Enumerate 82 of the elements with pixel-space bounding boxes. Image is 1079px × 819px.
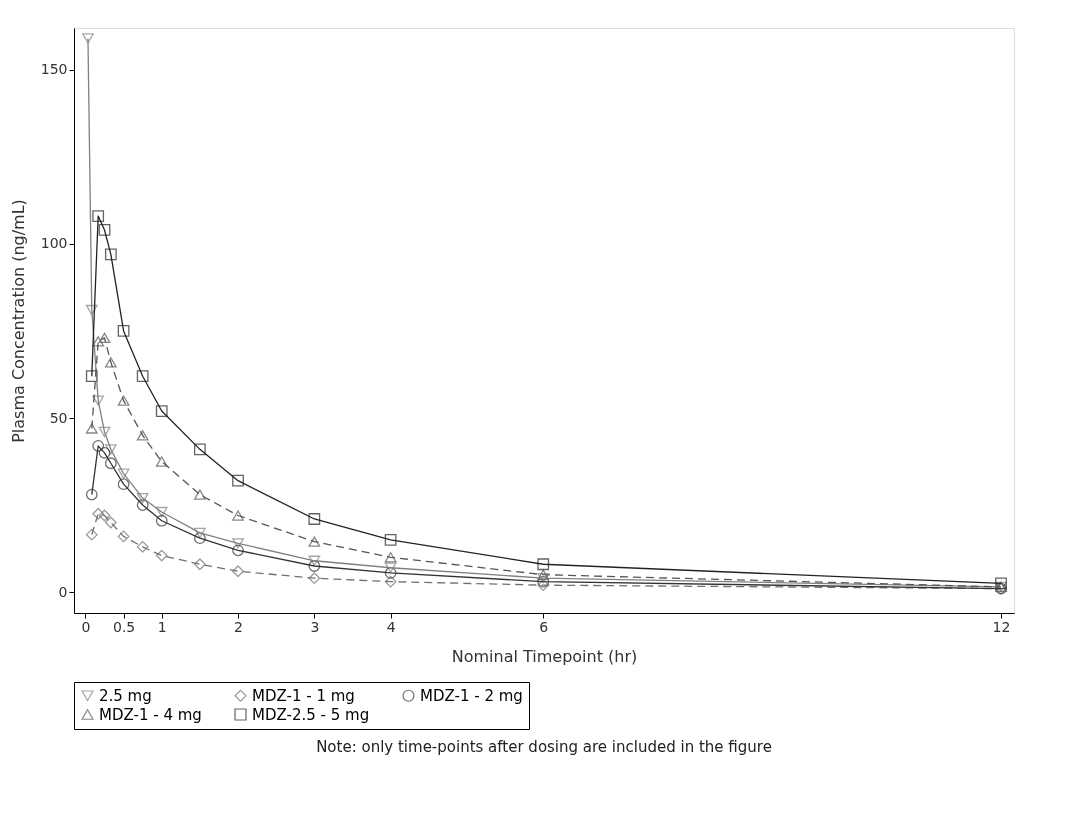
point	[136, 430, 149, 441]
point	[82, 33, 94, 44]
point	[384, 567, 397, 579]
point	[136, 540, 149, 553]
point	[308, 536, 321, 547]
point	[104, 248, 117, 261]
point	[194, 443, 206, 456]
point	[384, 533, 397, 546]
legend-label: MDZ-2.5 - 5 mg	[252, 705, 370, 724]
point	[537, 558, 550, 571]
point	[384, 575, 397, 588]
x-tick-label: 1	[157, 618, 167, 635]
point	[117, 395, 130, 406]
point	[384, 562, 397, 573]
y-axis-title: Plasma Concentration (ng/mL)	[8, 199, 28, 443]
point	[92, 395, 105, 406]
point	[308, 572, 321, 585]
point	[92, 210, 105, 222]
x-tick-label: 0.5	[112, 618, 136, 635]
legend-label: MDZ-1 - 2 mg	[420, 686, 523, 705]
y-tick-label: 0	[58, 583, 68, 600]
point	[98, 509, 111, 522]
point	[155, 549, 168, 562]
point	[537, 572, 550, 584]
point	[155, 456, 168, 467]
point	[308, 560, 321, 572]
y-tick-label: 50	[49, 409, 68, 426]
point	[194, 527, 206, 539]
point	[308, 513, 321, 525]
point	[136, 492, 149, 504]
point	[232, 538, 244, 549]
point	[85, 528, 98, 541]
point	[92, 439, 105, 452]
point	[104, 444, 117, 455]
point	[155, 506, 168, 518]
point	[232, 474, 244, 487]
x-tick-label: 0	[81, 618, 91, 635]
point	[117, 325, 130, 337]
point	[194, 532, 206, 545]
point	[194, 558, 206, 571]
point	[104, 516, 117, 529]
point	[104, 457, 117, 470]
point	[136, 370, 149, 383]
x-tick-label: 2	[234, 618, 243, 635]
x-tick-label: 4	[386, 618, 396, 635]
point	[104, 357, 117, 368]
point	[98, 446, 111, 459]
y-tick-label: 100	[40, 235, 68, 252]
point	[194, 489, 206, 500]
point	[85, 304, 98, 316]
point	[117, 468, 130, 479]
point	[232, 510, 244, 521]
x-tick-label: 6	[539, 618, 549, 635]
point	[384, 552, 397, 563]
point	[85, 488, 98, 501]
point	[98, 426, 111, 438]
legend-label: MDZ-1 - 4 mg	[99, 705, 202, 724]
x-tick-label: 12	[992, 618, 1011, 635]
point	[98, 332, 111, 344]
point	[92, 336, 105, 347]
point	[537, 579, 550, 592]
y-tick-label: 150	[40, 61, 68, 78]
point	[136, 499, 149, 511]
point	[537, 569, 550, 580]
point	[155, 405, 168, 417]
point	[155, 514, 168, 527]
point	[92, 507, 105, 520]
legend-label: MDZ-1 - 1 mg	[252, 686, 355, 705]
point	[537, 575, 550, 588]
point	[85, 370, 98, 383]
text: Note: only time-points after dosing are included in the figure	[316, 737, 772, 756]
x-axis-title: Nominal Timepoint (hr)	[451, 646, 638, 666]
point	[232, 544, 244, 557]
point	[117, 478, 130, 491]
point	[995, 577, 1007, 590]
point	[85, 423, 98, 434]
x-tick-label: 3	[310, 618, 320, 635]
point	[98, 224, 111, 236]
legend-label: 2.5 mg	[99, 686, 152, 705]
point	[308, 555, 321, 566]
point	[117, 530, 130, 543]
point	[232, 565, 244, 578]
